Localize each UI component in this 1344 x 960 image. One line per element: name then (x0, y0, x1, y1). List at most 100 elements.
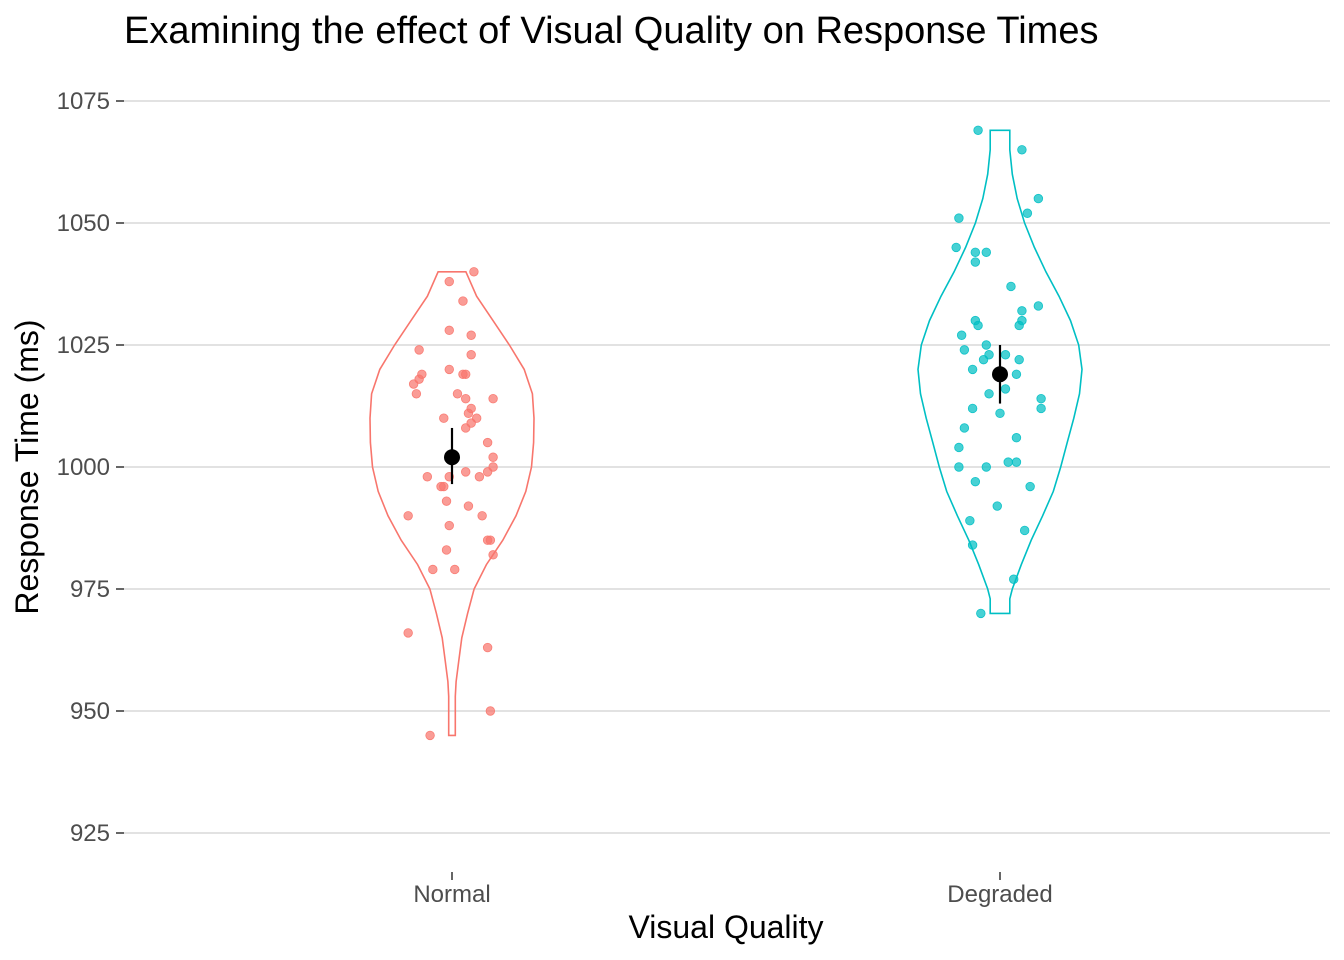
data-point-normal (444, 520, 454, 531)
x-tick-label: Normal (413, 881, 490, 908)
data-point-degraded (970, 257, 981, 267)
data-point-degraded (967, 364, 978, 375)
data-point-normal (439, 413, 449, 423)
y-tick-label: 1025 (57, 332, 110, 359)
data-point-degraded (967, 540, 978, 550)
data-point-degraded (1017, 145, 1027, 155)
data-point-degraded (956, 330, 967, 340)
violin-normal (369, 271, 535, 737)
data-point-normal (428, 564, 438, 575)
data-point-degraded (992, 501, 1002, 511)
data-point-degraded (981, 340, 992, 350)
data-point-degraded (1036, 403, 1046, 414)
violin-degraded (917, 129, 1083, 615)
data-point-degraded (1025, 481, 1035, 492)
data-point-degraded (978, 354, 989, 365)
data-point-degraded (1014, 320, 1024, 331)
mean-point-degraded (992, 366, 1008, 383)
data-point-degraded (1036, 393, 1046, 404)
y-tick-label: 925 (70, 820, 110, 847)
data-point-degraded (1000, 350, 1011, 360)
data-point-degraded (973, 125, 983, 135)
data-point-normal (408, 379, 419, 389)
data-point-degraded (965, 515, 975, 526)
data-point-normal (466, 350, 476, 360)
data-point-degraded (967, 403, 978, 414)
data-point-normal (477, 511, 487, 521)
data-point-degraded (981, 247, 992, 257)
data-point-degraded (1011, 433, 1022, 443)
data-point-degraded (995, 408, 1005, 419)
data-point-normal (469, 267, 479, 277)
data-point-degraded (959, 423, 970, 433)
data-point-degraded (984, 389, 994, 399)
data-point-degraded (1033, 301, 1044, 311)
y-tick-label: 1050 (57, 210, 110, 237)
data-point-normal (450, 564, 460, 575)
x-axis-title: Visual Quality (628, 909, 823, 945)
data-point-degraded (1019, 525, 1030, 536)
data-point-degraded (1003, 457, 1013, 467)
data-point-degraded (976, 608, 986, 619)
data-point-degraded (1000, 384, 1011, 394)
data-point-degraded (951, 242, 961, 253)
data-point-normal (466, 330, 476, 340)
data-point-normal (488, 550, 498, 560)
y-tick-label: 1000 (57, 454, 110, 481)
data-point-normal (422, 472, 433, 482)
data-point-normal (441, 496, 452, 506)
data-point-degraded (959, 345, 970, 355)
violins (369, 129, 1083, 737)
data-point-degraded (1011, 457, 1022, 467)
data-point-normal (411, 389, 422, 399)
data-point-normal (444, 325, 454, 336)
data-point-normal (488, 393, 498, 404)
data-point-degraded (954, 442, 964, 453)
mean-markers (444, 345, 1008, 485)
y-tick-label: 975 (70, 576, 110, 603)
data-point-degraded (1022, 208, 1033, 218)
data-point-normal (461, 393, 471, 404)
y-tick-label: 950 (70, 698, 110, 725)
mean-point-normal (444, 449, 460, 466)
data-point-degraded (1033, 193, 1044, 204)
data-point-normal (436, 481, 446, 492)
data-point-normal (444, 276, 454, 287)
jitter-points (403, 125, 1046, 741)
data-point-degraded (1009, 574, 1019, 584)
data-point-degraded (970, 247, 981, 257)
data-point-degraded (1014, 354, 1024, 365)
data-point-normal (444, 364, 454, 375)
data-point-degraded (1006, 281, 1016, 292)
data-point-normal (403, 628, 413, 638)
chart-title: Examining the effect of Visual Quality o… (124, 10, 1098, 52)
data-point-degraded (954, 462, 964, 472)
data-point-normal (463, 408, 474, 419)
data-point-normal (425, 730, 435, 741)
data-point-normal (482, 437, 493, 448)
data-point-normal (482, 642, 493, 653)
data-point-degraded (1017, 306, 1027, 316)
data-point-normal (461, 423, 471, 433)
data-point-normal (461, 369, 471, 379)
data-point-normal (461, 467, 471, 477)
data-point-normal (452, 389, 463, 399)
data-point-normal (488, 452, 498, 462)
data-point-normal (458, 296, 468, 306)
y-tick-label: 1075 (57, 88, 110, 115)
data-point-normal (485, 706, 496, 716)
data-point-degraded (1011, 369, 1022, 379)
data-point-normal (482, 467, 493, 477)
x-axis: Normal Degraded (413, 872, 1053, 908)
data-point-degraded (973, 320, 983, 331)
data-point-normal (414, 345, 424, 355)
gridlines (124, 100, 1330, 834)
y-axis: 925 950 975 1000 1025 1050 1075 (57, 88, 124, 847)
data-point-normal (485, 535, 496, 545)
data-point-degraded (981, 462, 992, 472)
x-tick-label: Degraded (947, 881, 1052, 908)
data-point-degraded (954, 213, 964, 223)
data-point-degraded (970, 476, 981, 487)
data-point-normal (463, 501, 474, 511)
